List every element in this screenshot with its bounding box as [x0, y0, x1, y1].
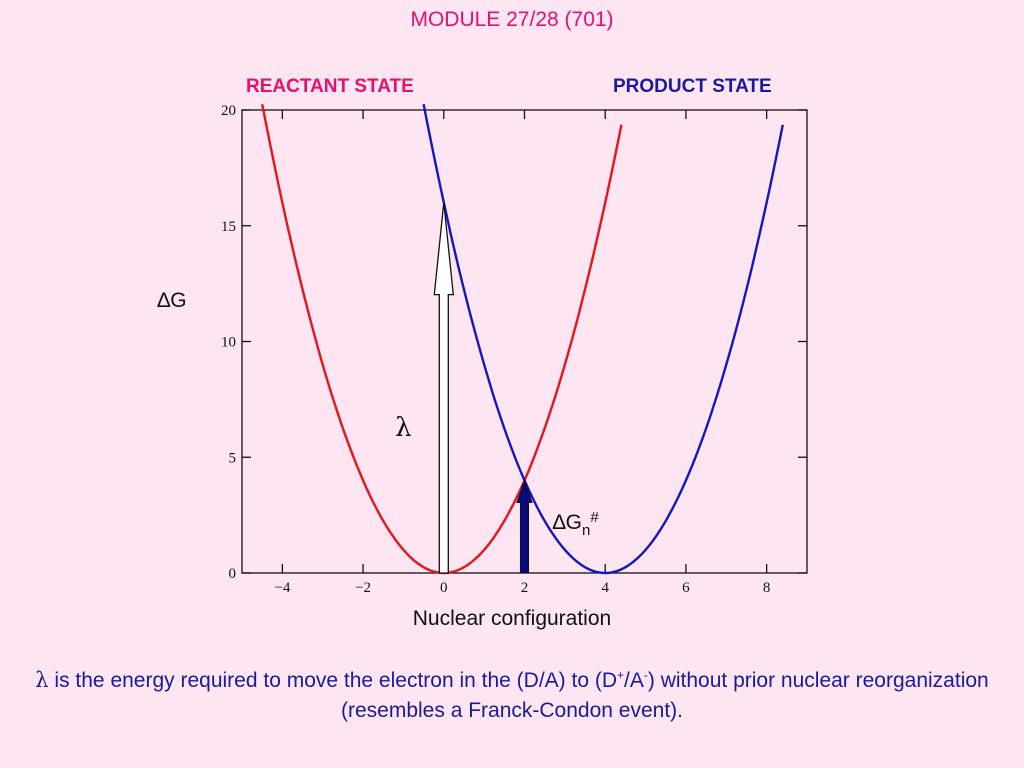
- caption-part2: /A: [624, 669, 644, 692]
- caption-part1: is the energy required to move the elect…: [48, 669, 618, 692]
- x-tick-label: 8: [763, 580, 771, 596]
- delta-g-arrow: [516, 478, 533, 574]
- legend-reactant-state: REACTANT STATE: [246, 76, 414, 97]
- x-tick-label: 0: [440, 580, 448, 596]
- delta-g-superscript: #: [590, 509, 599, 526]
- caption-sup-plus: +: [617, 668, 625, 682]
- x-tick-label: −2: [355, 580, 371, 596]
- arrows: [433, 202, 533, 574]
- caption-lambda: λ: [35, 668, 49, 692]
- x-tick-label: 4: [601, 580, 609, 596]
- axes: −4 −2 0 2 4 6 8 0 5 10 15 20: [221, 103, 808, 596]
- delta-g-label: ∆Gn#: [553, 509, 600, 539]
- y-tick-label: 20: [221, 103, 236, 119]
- product-curve: [422, 103, 784, 575]
- lambda-label: λ: [395, 413, 411, 443]
- delta-g-base: ∆G: [553, 511, 582, 534]
- legend-product-state: PRODUCT STATE: [613, 76, 772, 97]
- x-tick-label: −4: [274, 580, 290, 596]
- x-axis-label: Nuclear configuration: [412, 607, 612, 630]
- y-tick-label: 15: [221, 219, 236, 235]
- lambda-arrow: [433, 202, 455, 574]
- delta-g-subscript: n: [582, 522, 590, 539]
- y-tick-label: 10: [221, 335, 236, 351]
- x-tick-label: 2: [521, 580, 529, 596]
- y-axis-label: ∆G: [157, 289, 186, 312]
- x-tick-label: 6: [682, 580, 690, 596]
- caption-sup-minus: -: [643, 668, 648, 682]
- y-tick-label: 5: [229, 450, 237, 466]
- slide-title: MODULE 27/28 (701): [410, 8, 614, 31]
- caption-part3: ) without prior nuclear reorganization (…: [341, 669, 989, 722]
- y-tick-label: 0: [229, 566, 237, 582]
- caption: λ is the energy required to move the ele…: [12, 665, 1012, 726]
